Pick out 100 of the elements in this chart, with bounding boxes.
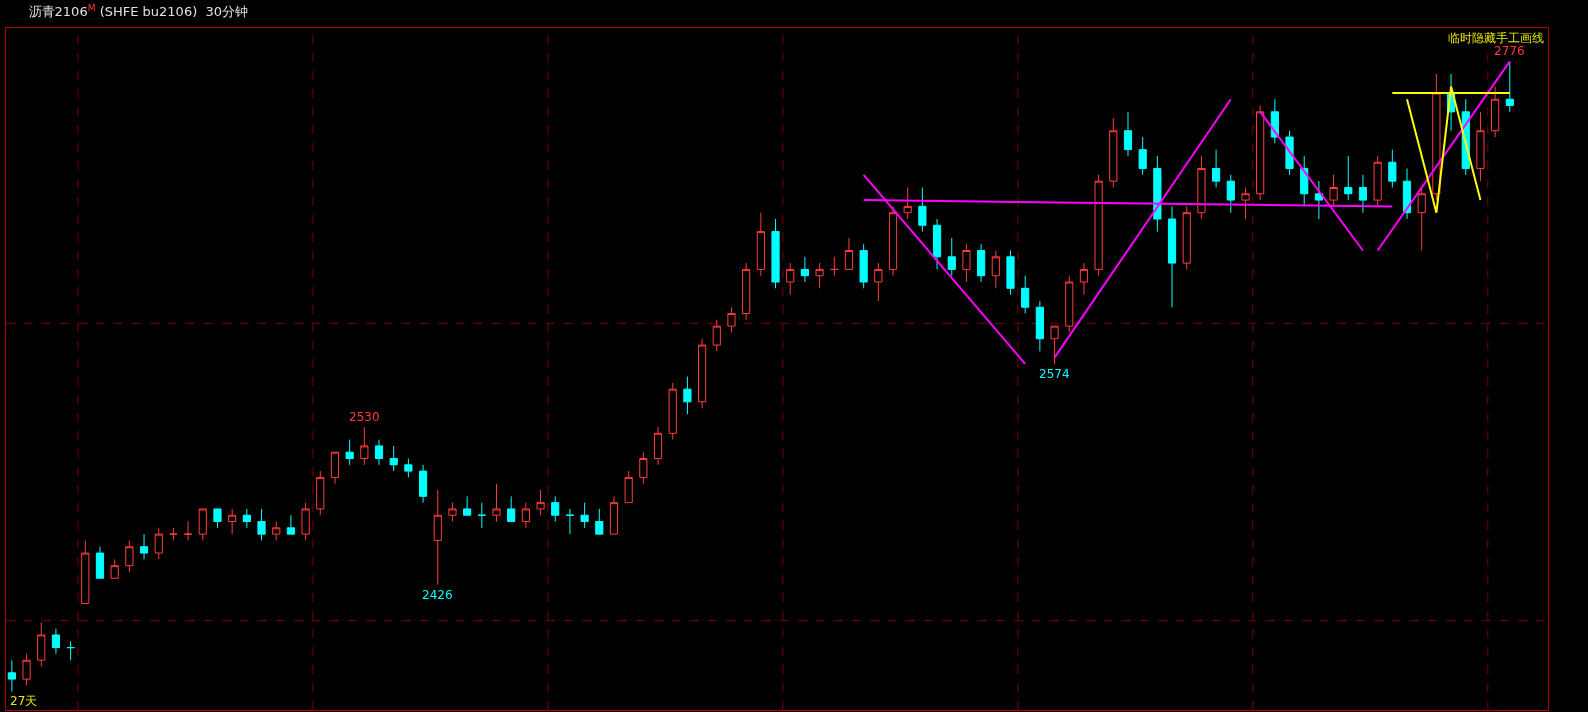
annotation: 2574 [1039,367,1070,381]
candlestick [448,502,457,523]
candlestick [1373,155,1382,207]
candlestick [639,451,648,485]
candlestick [1065,275,1074,333]
candlestick [742,262,751,321]
candlestick [565,508,575,535]
candlestick [1153,155,1162,233]
candlestick [228,508,237,535]
candlestick [1197,155,1206,220]
candlestick [580,502,589,529]
candlestick [932,218,942,270]
candlestick [536,489,545,516]
candlestick [771,218,780,289]
candlestick [1050,325,1059,365]
candlestick [874,262,883,302]
candlestick [947,237,956,277]
candlestick [242,508,251,529]
candlestick [991,250,1000,289]
candlestick [184,521,193,541]
candlestick [154,527,163,560]
candlestick [477,502,486,529]
annotation: 2426 [422,588,453,602]
candlestick [962,243,971,283]
candlestick [1226,174,1235,214]
candlestick [1256,105,1265,201]
candlestick [668,382,677,441]
candlestick [1329,174,1338,207]
candlestick [918,186,927,233]
candlestick [37,621,46,668]
candlestick [903,186,912,220]
candlestick [286,514,295,535]
candlestick [698,338,707,409]
candlestick [1358,174,1368,214]
candlestick [7,659,16,693]
candlestick [389,445,398,472]
candlestick [198,508,207,541]
candlestick [492,483,501,523]
annotation: 2530 [349,410,380,424]
candlestick [301,502,310,541]
candlestick [1182,205,1191,270]
candlestick [374,439,384,466]
candlestick [139,533,149,560]
candlestick [22,653,31,686]
candlestick [786,262,795,296]
candlestick [1021,275,1030,315]
candlestick [859,243,868,289]
candlestick [595,508,604,535]
candlestick [1285,130,1294,176]
candlestick [169,527,178,541]
annotation: 2776 [1494,44,1525,58]
candlestick [830,256,839,277]
candlestick [1432,73,1441,201]
chart-title: 沥青2106$^{M}$ (SHFE bu2106) 30分钟 [28,2,249,20]
candlestick [1314,180,1323,220]
candlestick [1212,149,1221,188]
candlestick [1094,174,1103,277]
candlestick [756,212,765,277]
candlestick [81,539,90,604]
candlestick [1138,136,1147,176]
candlestick [1109,117,1118,188]
candlestick [66,640,75,661]
candlestick [125,539,134,573]
candlestick [727,306,736,333]
candlestick [653,426,663,466]
candlestick [1402,168,1412,220]
candlestick [1476,111,1485,182]
text: 27天 [10,694,38,708]
candlestick [624,470,633,504]
candlestick [815,262,824,289]
candlestick [1035,300,1044,352]
candlestick [609,495,619,535]
candlestick [551,495,560,523]
candlestick [1300,155,1309,207]
candlestick [360,426,369,466]
candlestick [463,495,472,516]
candlestick [345,439,354,466]
candlestick [800,256,809,283]
candlestick [1006,250,1015,296]
candlestick [1344,155,1353,201]
candlestick [1491,86,1500,138]
candlestick [1388,149,1397,188]
candlestick [330,451,340,485]
candlestick [404,458,413,478]
candlestick [1123,111,1133,157]
candlestick [1167,205,1177,308]
candlestick [316,470,325,516]
candlestick [95,546,105,579]
candlestick [418,464,428,504]
candlestick [521,502,530,529]
candlestick [1417,186,1426,251]
candlestick [888,205,898,277]
candlestick [977,243,986,283]
candlestick [110,558,119,579]
candlestick [712,319,721,352]
candlestick [507,495,516,523]
candlestick [683,376,692,415]
candlestick [1241,186,1250,220]
candlestick [1079,262,1089,296]
text: 临时隐藏手工画线 [1448,31,1544,45]
